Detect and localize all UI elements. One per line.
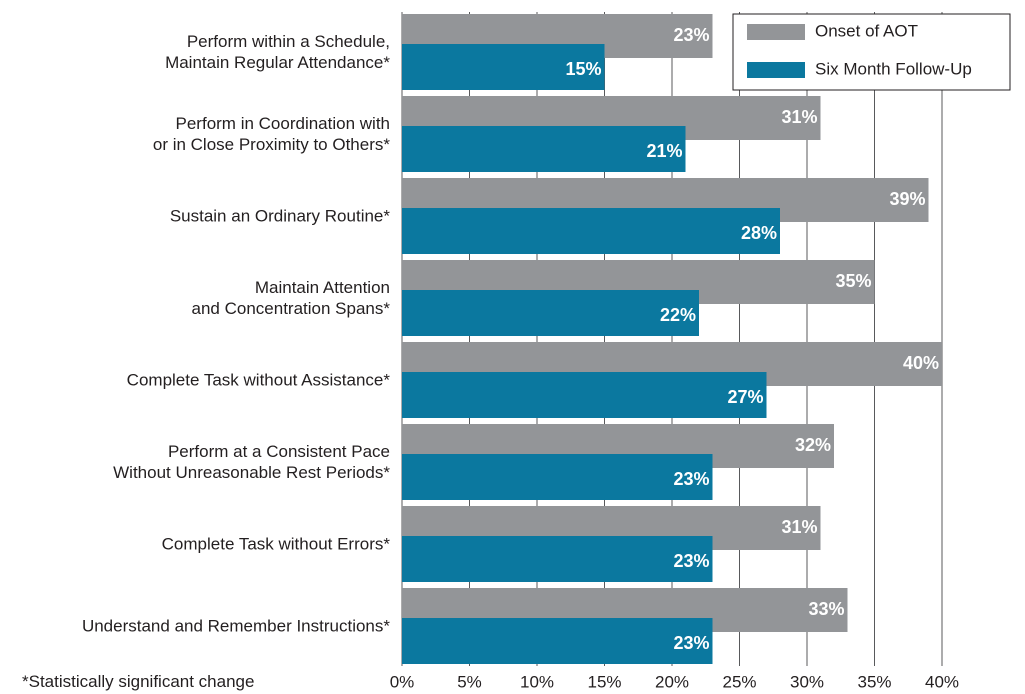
category-label: Perform within a Schedule, Maintain Regu… xyxy=(165,32,390,72)
category-label: Maintain Attention and Concentration Spa… xyxy=(191,278,390,318)
x-tick-label: 25% xyxy=(722,672,756,691)
bar xyxy=(402,208,780,254)
legend-swatch xyxy=(747,62,805,78)
value-label: 23% xyxy=(673,633,709,653)
legend-swatch xyxy=(747,24,805,40)
bar xyxy=(402,454,713,500)
value-label: 32% xyxy=(795,435,831,455)
category-label: Understand and Remember Instructions* xyxy=(81,616,390,636)
bar xyxy=(402,618,713,664)
x-tick-label: 10% xyxy=(520,672,554,691)
x-tick-label: 15% xyxy=(587,672,621,691)
value-label: 33% xyxy=(808,599,844,619)
bar xyxy=(402,44,605,90)
bar xyxy=(402,290,699,336)
x-tick-label: 0% xyxy=(390,672,415,691)
value-label: 31% xyxy=(781,107,817,127)
value-label: 23% xyxy=(673,469,709,489)
x-tick-label: 35% xyxy=(857,672,891,691)
value-label: 23% xyxy=(673,551,709,571)
bar xyxy=(402,126,686,172)
category-label: Perform in Coordination with or in Close… xyxy=(152,114,390,154)
category-label: Sustain an Ordinary Routine* xyxy=(169,206,390,226)
category-label: Complete Task without Errors* xyxy=(161,534,390,554)
value-label: 39% xyxy=(889,189,925,209)
category-label: Perform at a Consistent Pace Without Unr… xyxy=(113,442,390,482)
legend-label: Six Month Follow-Up xyxy=(815,59,972,78)
value-label: 40% xyxy=(903,353,939,373)
value-label: 22% xyxy=(660,305,696,325)
value-label: 15% xyxy=(565,59,601,79)
x-tick-label: 40% xyxy=(925,672,959,691)
value-label: 35% xyxy=(835,271,871,291)
footnote: *Statistically significant change xyxy=(22,672,255,691)
value-label: 28% xyxy=(741,223,777,243)
value-label: 31% xyxy=(781,517,817,537)
category-label: Complete Task without Assistance* xyxy=(126,370,390,390)
bar xyxy=(402,372,767,418)
legend-label: Onset of AOT xyxy=(815,21,918,40)
bar xyxy=(402,536,713,582)
value-label: 23% xyxy=(673,25,709,45)
x-tick-label: 20% xyxy=(655,672,689,691)
x-tick-label: 30% xyxy=(790,672,824,691)
x-tick-label: 5% xyxy=(457,672,482,691)
value-label: 27% xyxy=(727,387,763,407)
value-label: 21% xyxy=(646,141,682,161)
